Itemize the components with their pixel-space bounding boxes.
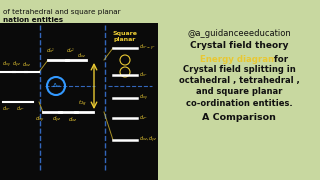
Text: $d_{xy}$: $d_{xy}$ [139, 93, 148, 103]
Text: Crystal field splitting in: Crystal field splitting in [183, 66, 295, 75]
Text: $d_{z^2}$: $d_{z^2}$ [66, 47, 75, 55]
Text: $d_{z^2}$: $d_{z^2}$ [139, 114, 147, 122]
Text: A Comparison: A Comparison [202, 112, 276, 122]
Text: $d_{xz}$: $d_{xz}$ [68, 116, 77, 124]
Text: and square planar: and square planar [196, 87, 282, 96]
Text: $t_{2g}$: $t_{2g}$ [78, 99, 87, 109]
Bar [0, 0, 320, 23]
Text: $d_{xy}$: $d_{xy}$ [2, 60, 11, 70]
Text: Square: Square [113, 30, 138, 35]
Text: $d_{xz}$: $d_{xz}$ [22, 60, 31, 69]
Text: of tetrahedral and square planar: of tetrahedral and square planar [3, 9, 121, 15]
Text: $d_{x^2}$: $d_{x^2}$ [139, 71, 148, 79]
Text: co-ordination entities.: co-ordination entities. [186, 98, 292, 107]
Text: $d_{z^2}$: $d_{z^2}$ [16, 105, 24, 113]
Text: Crystal field theory: Crystal field theory [190, 40, 288, 50]
Text: $d_{xz},d_{yz}$: $d_{xz},d_{yz}$ [139, 135, 157, 145]
Text: $d_{x^2-y^2}$: $d_{x^2-y^2}$ [139, 43, 156, 53]
Text: nation entities: nation entities [3, 17, 63, 23]
Text: $d_{xz}$: $d_{xz}$ [77, 51, 86, 60]
Text: @a_guidanceeeducation: @a_guidanceeeducation [187, 28, 291, 37]
Text: $d_{yz}$: $d_{yz}$ [52, 115, 61, 125]
Text: octahedral , tetrahedral ,: octahedral , tetrahedral , [179, 76, 300, 86]
Text: planar: planar [114, 37, 136, 42]
Text: $d_{x^2}$: $d_{x^2}$ [46, 47, 55, 55]
Text: $\Delta_o$: $\Delta_o$ [52, 82, 60, 90]
Bar [158, 23, 320, 180]
Text: $d_{yz}$: $d_{yz}$ [12, 60, 21, 70]
Text: for: for [271, 55, 288, 64]
Text: $d_{x^2}$: $d_{x^2}$ [2, 105, 11, 113]
Text: Energy diagram: Energy diagram [201, 55, 277, 64]
Text: $d_{xy}$: $d_{xy}$ [35, 115, 45, 125]
